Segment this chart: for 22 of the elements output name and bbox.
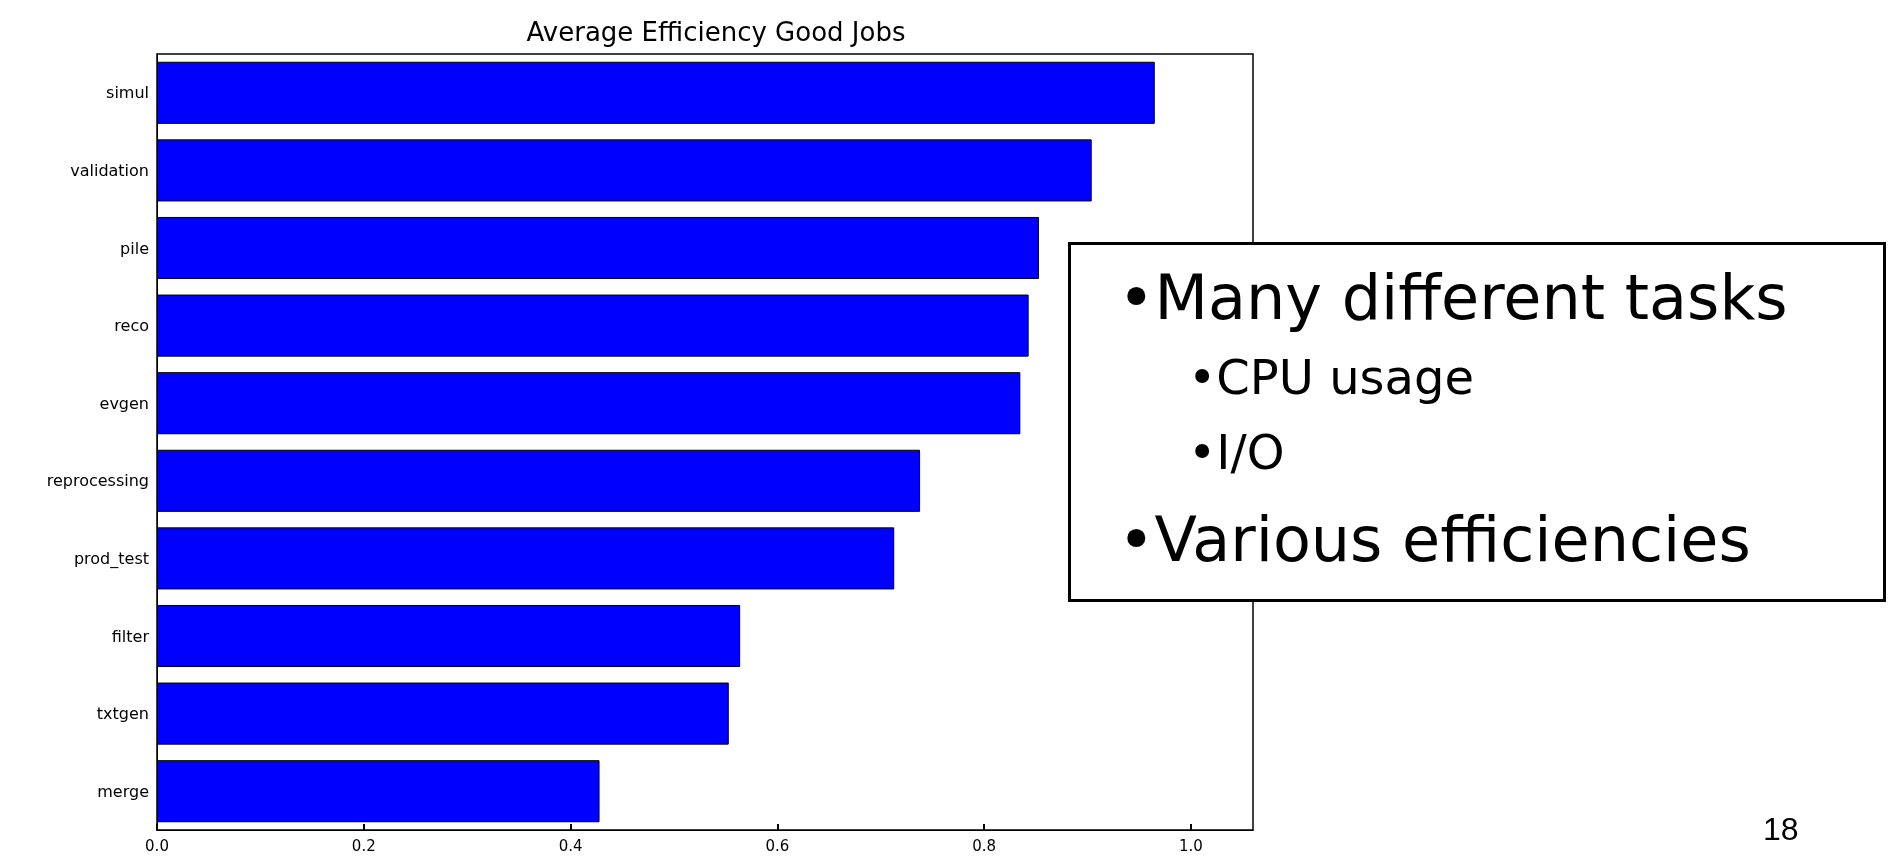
- y-tick-label: validation: [70, 160, 149, 180]
- annotation: •CPU usage: [1188, 349, 1475, 405]
- x-tick-label: 0.8: [972, 836, 997, 855]
- y-tick-label: txtgen: [96, 704, 149, 724]
- annotation: •Various efficiencies: [1118, 502, 1751, 576]
- chart-title: Average Efficiency Good Jobs: [526, 17, 906, 47]
- x-tick-label: 0.2: [351, 836, 376, 855]
- annotation: •I/O: [1188, 424, 1285, 480]
- x-tick-label: 1.0: [1179, 836, 1203, 855]
- y-tick-label: reco: [114, 316, 149, 336]
- y-tick-label: filter: [111, 626, 150, 646]
- x-tick-label: 0.6: [765, 836, 790, 855]
- x-tick-label: 0.0: [145, 836, 169, 855]
- annotation: •Many different tasks: [1118, 260, 1788, 334]
- y-tick-label: reprocessing: [46, 471, 149, 491]
- y-tick-label: simul: [106, 83, 149, 103]
- x-tick-label: 0.4: [558, 836, 583, 855]
- text: 18: [1763, 811, 1799, 847]
- y-tick-label: evgen: [99, 393, 149, 413]
- y-tick-label: merge: [97, 781, 149, 801]
- y-tick-label: prod_test: [73, 548, 149, 569]
- y-tick-label: pile: [120, 238, 149, 258]
